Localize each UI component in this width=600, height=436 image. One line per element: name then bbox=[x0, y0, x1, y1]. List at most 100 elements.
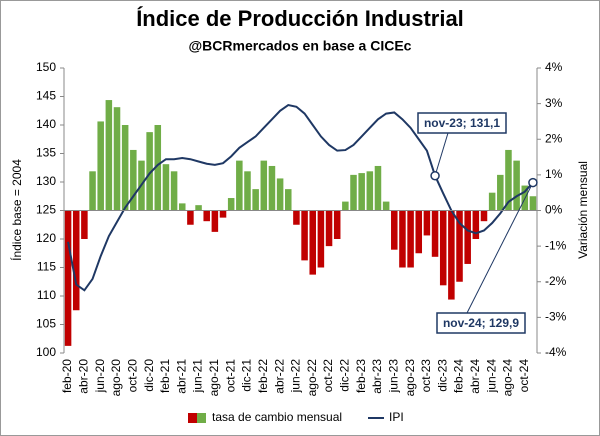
bar bbox=[382, 201, 390, 211]
bar bbox=[130, 149, 137, 211]
x-tick-label: abr-20 bbox=[77, 359, 91, 394]
bar bbox=[407, 210, 414, 268]
bar bbox=[439, 210, 447, 286]
bar bbox=[146, 132, 153, 211]
bar bbox=[513, 160, 520, 211]
x-tick-label: feb-23 bbox=[354, 359, 368, 393]
y-tick-label: 135 bbox=[36, 146, 56, 160]
legend-swatch bbox=[188, 413, 197, 423]
bar bbox=[268, 165, 276, 211]
y2-tick-label: 2% bbox=[545, 131, 563, 145]
bar bbox=[472, 210, 480, 239]
y2-tick-label: -3% bbox=[545, 310, 567, 324]
bar bbox=[252, 189, 259, 211]
x-tick-label: jun-21 bbox=[191, 359, 205, 394]
bar bbox=[358, 173, 365, 211]
x-tick-label: ago-20 bbox=[109, 359, 123, 397]
x-tick-label: dic-23 bbox=[435, 359, 449, 392]
chart-subtitle: @BCRmercados en base a CICEc bbox=[189, 38, 412, 54]
x-tick-label: jun-22 bbox=[289, 359, 303, 394]
x-tick-label: ago-24 bbox=[501, 359, 515, 397]
y2-tick-label: 3% bbox=[545, 96, 563, 110]
annotation-box bbox=[436, 312, 526, 334]
bar bbox=[89, 171, 96, 211]
y-axis-title: Índice base = 2004 bbox=[9, 159, 24, 261]
bar bbox=[366, 171, 374, 211]
y-tick-label: 140 bbox=[36, 117, 56, 131]
bar bbox=[480, 210, 488, 222]
x-tick-label: feb-22 bbox=[256, 359, 270, 393]
bar bbox=[529, 196, 537, 211]
y-tick-label: 120 bbox=[36, 231, 56, 245]
y-tick-label: 130 bbox=[36, 174, 56, 188]
bar bbox=[236, 160, 243, 211]
bar bbox=[391, 210, 398, 250]
bar bbox=[227, 198, 235, 211]
bar bbox=[342, 201, 349, 211]
y-tick-label: 110 bbox=[37, 288, 56, 302]
x-tick-label: oct-21 bbox=[223, 359, 237, 393]
annotation: nov-23; 131,1 bbox=[424, 116, 500, 130]
x-tick-label: jun-24 bbox=[484, 359, 498, 394]
y-tick-label: 145 bbox=[36, 89, 56, 103]
bar bbox=[456, 210, 463, 282]
annotation-marker bbox=[430, 170, 440, 181]
bar bbox=[488, 192, 496, 211]
annotation-box bbox=[417, 112, 507, 134]
y2-tick-label: 4% bbox=[545, 60, 563, 74]
bar bbox=[260, 160, 268, 211]
x-tick-label: abr-23 bbox=[370, 359, 384, 394]
x-tick-label: jun-23 bbox=[386, 359, 400, 394]
bar bbox=[211, 210, 219, 232]
y2-tick-label: -1% bbox=[545, 238, 567, 252]
bar bbox=[64, 210, 72, 346]
x-tick-label: ago-22 bbox=[305, 359, 319, 397]
annotation-leader bbox=[434, 132, 449, 176]
bar bbox=[285, 189, 292, 211]
bar bbox=[219, 210, 227, 218]
bar bbox=[187, 210, 194, 225]
bar bbox=[195, 205, 202, 211]
x-tick-label: abr-21 bbox=[174, 359, 188, 394]
annotation: nov-24; 129,9 bbox=[443, 316, 519, 330]
bar bbox=[325, 210, 333, 247]
bar bbox=[415, 210, 423, 254]
x-tick-label: feb-24 bbox=[452, 359, 466, 393]
bar bbox=[301, 210, 308, 261]
bar bbox=[105, 100, 113, 211]
y-tick-label: 125 bbox=[36, 203, 56, 217]
x-tick-label: ago-21 bbox=[207, 359, 221, 397]
bar bbox=[244, 171, 251, 211]
y2-tick-label: 1% bbox=[545, 167, 563, 181]
bar bbox=[203, 210, 210, 222]
bar bbox=[72, 210, 80, 311]
y-tick-label: 115 bbox=[37, 260, 56, 274]
bar bbox=[350, 174, 357, 211]
bar bbox=[162, 164, 170, 211]
bar bbox=[431, 210, 439, 257]
legend-label: IPI bbox=[389, 410, 404, 424]
annotation-leader bbox=[466, 182, 534, 314]
legend-label: tasa de cambio mensual bbox=[212, 410, 342, 424]
x-tick-label: jun-20 bbox=[93, 359, 107, 394]
bar bbox=[317, 210, 325, 268]
bar bbox=[448, 210, 455, 300]
line bbox=[67, 103, 534, 292]
y2-axis-title: Variación mensual bbox=[576, 161, 590, 259]
chart-title: Índice de Producción Industrial bbox=[136, 6, 464, 31]
x-tick-label: oct-23 bbox=[419, 359, 433, 393]
bar bbox=[374, 165, 382, 211]
bar bbox=[276, 178, 284, 211]
y2-tick-label: 0% bbox=[545, 203, 563, 217]
x-tick-label: feb-21 bbox=[158, 359, 172, 393]
bar bbox=[464, 210, 471, 264]
bar bbox=[333, 210, 341, 239]
x-tick-label: feb-20 bbox=[60, 359, 74, 393]
x-tick-label: oct-22 bbox=[321, 359, 335, 393]
y-tick-label: 100 bbox=[36, 345, 56, 359]
y2-tick-label: -4% bbox=[545, 345, 567, 359]
bar bbox=[113, 107, 121, 211]
y-tick-label: 150 bbox=[36, 60, 56, 74]
